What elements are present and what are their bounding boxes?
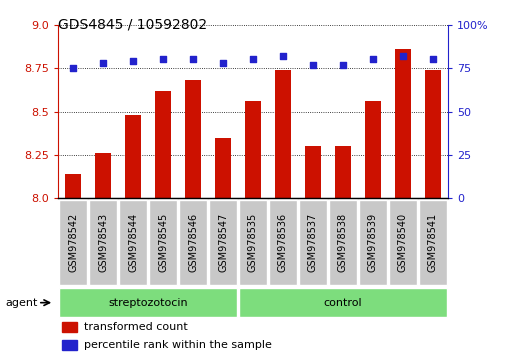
Text: GSM978537: GSM978537 — [308, 213, 317, 272]
Text: GSM978547: GSM978547 — [218, 213, 228, 272]
FancyBboxPatch shape — [359, 200, 386, 285]
Bar — [214, 138, 231, 198]
Point — [99, 60, 107, 66]
FancyBboxPatch shape — [388, 200, 416, 285]
Bar — [95, 153, 111, 198]
Bar — [394, 49, 410, 198]
Text: agent: agent — [5, 298, 37, 308]
Bar — [62, 340, 77, 350]
Point — [428, 57, 436, 62]
Point — [219, 60, 227, 66]
Text: GSM978543: GSM978543 — [98, 213, 108, 272]
Text: GSM978538: GSM978538 — [337, 213, 347, 272]
Point — [129, 58, 137, 64]
Point — [368, 57, 376, 62]
Bar — [62, 322, 77, 332]
Point — [189, 57, 197, 62]
Text: GSM978541: GSM978541 — [427, 213, 437, 272]
Bar — [334, 146, 350, 198]
FancyBboxPatch shape — [59, 200, 87, 285]
FancyBboxPatch shape — [149, 200, 177, 285]
Text: GSM978544: GSM978544 — [128, 213, 138, 272]
Text: GSM978545: GSM978545 — [158, 213, 168, 272]
Text: GSM978536: GSM978536 — [277, 213, 287, 272]
Bar — [125, 115, 141, 198]
Text: GDS4845 / 10592802: GDS4845 / 10592802 — [58, 18, 207, 32]
FancyBboxPatch shape — [119, 200, 146, 285]
Point — [338, 62, 346, 68]
FancyBboxPatch shape — [328, 200, 356, 285]
Bar — [65, 174, 81, 198]
Text: GSM978542: GSM978542 — [68, 213, 78, 272]
Point — [248, 57, 257, 62]
Point — [278, 53, 286, 59]
Text: GSM978535: GSM978535 — [247, 213, 258, 272]
FancyBboxPatch shape — [89, 200, 117, 285]
Point — [398, 53, 406, 59]
Bar — [304, 146, 321, 198]
FancyBboxPatch shape — [239, 288, 446, 317]
Bar — [184, 80, 201, 198]
Text: control: control — [323, 298, 362, 308]
Bar — [364, 101, 380, 198]
FancyBboxPatch shape — [269, 200, 296, 285]
Text: streptozotocin: streptozotocin — [108, 298, 187, 308]
Bar — [424, 70, 440, 198]
FancyBboxPatch shape — [59, 288, 236, 317]
Bar — [274, 70, 291, 198]
FancyBboxPatch shape — [418, 200, 446, 285]
Point — [308, 62, 316, 68]
FancyBboxPatch shape — [298, 200, 326, 285]
Text: percentile rank within the sample: percentile rank within the sample — [83, 340, 271, 350]
Point — [159, 57, 167, 62]
Text: transformed count: transformed count — [83, 322, 187, 332]
FancyBboxPatch shape — [209, 200, 236, 285]
FancyBboxPatch shape — [239, 200, 266, 285]
Point — [69, 65, 77, 71]
FancyBboxPatch shape — [179, 200, 207, 285]
Text: GSM978540: GSM978540 — [397, 213, 407, 272]
Bar — [244, 101, 261, 198]
Bar — [155, 91, 171, 198]
Text: GSM978546: GSM978546 — [188, 213, 197, 272]
Text: GSM978539: GSM978539 — [367, 213, 377, 272]
